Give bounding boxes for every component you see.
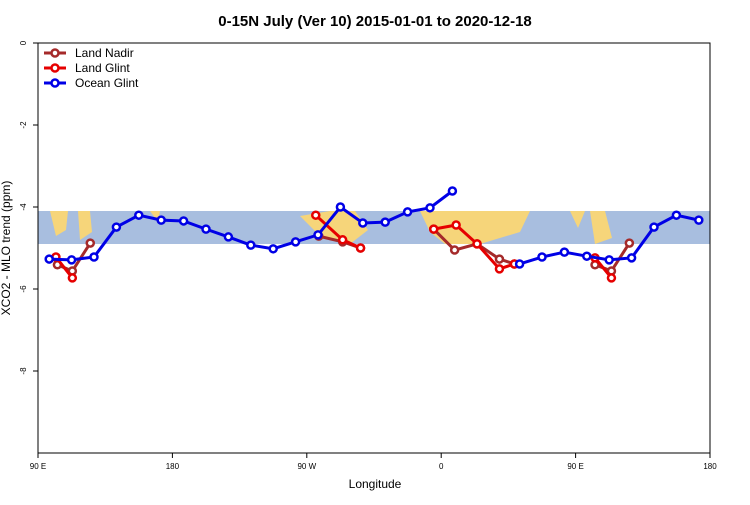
data-point <box>178 216 189 226</box>
data-point <box>355 243 366 253</box>
x-tick-label: 180 <box>703 462 717 471</box>
data-point <box>494 254 505 264</box>
y-axis-label: XCO2 - MLO trend (ppm) <box>0 181 13 316</box>
data-point <box>514 259 525 269</box>
data-point <box>89 252 99 262</box>
data-point <box>201 224 211 234</box>
data-point <box>694 215 704 225</box>
x-axis-label: Longitude <box>349 477 402 491</box>
data-point <box>451 220 461 230</box>
data-point <box>111 222 122 232</box>
chart-title: 0-15N July (Ver 10) 2015-01-01 to 2020-1… <box>218 13 532 30</box>
data-point <box>449 245 460 255</box>
data-point <box>402 207 413 217</box>
data-point <box>246 240 256 250</box>
data-point <box>67 273 78 283</box>
y-tick-label: -4 <box>19 203 28 211</box>
data-point <box>313 230 323 240</box>
data-point <box>380 217 390 227</box>
data-point <box>604 255 614 265</box>
data-point <box>649 222 659 232</box>
data-point <box>494 264 505 274</box>
data-point <box>582 251 592 261</box>
data-point <box>624 238 635 248</box>
legend-marker <box>50 48 60 58</box>
x-tick-label: 180 <box>166 462 180 471</box>
data-point <box>85 238 96 248</box>
y-tick-label: 0 <box>19 40 28 45</box>
legend-label: Ocean Glint <box>75 76 139 90</box>
legend-label: Land Nadir <box>75 46 134 60</box>
data-point <box>447 186 458 196</box>
x-tick-label: 0 <box>439 462 444 471</box>
x-tick-label: 90 E <box>30 462 46 471</box>
data-point <box>134 210 144 220</box>
data-point <box>335 202 346 212</box>
x-tick-label: 90 W <box>297 462 316 471</box>
legend-marker <box>50 63 60 73</box>
legend-label: Land Glint <box>75 61 130 75</box>
data-point <box>44 254 54 264</box>
data-point <box>472 239 482 249</box>
data-point <box>606 273 617 283</box>
y-tick-label: -2 <box>19 121 28 129</box>
data-point <box>66 255 77 265</box>
data-point <box>537 252 547 262</box>
data-point <box>358 218 368 228</box>
plot-frame <box>37 42 711 454</box>
data-point <box>268 244 278 254</box>
data-point <box>559 247 570 257</box>
data-point <box>428 224 439 234</box>
data-point <box>290 237 301 247</box>
data-point <box>425 203 435 213</box>
y-tick-label: -8 <box>19 367 28 375</box>
data-point <box>626 253 637 263</box>
y-tick-label: -6 <box>19 285 28 293</box>
data-point <box>156 215 166 225</box>
data-point <box>311 210 321 220</box>
legend-marker <box>50 78 60 88</box>
data-point <box>671 210 682 220</box>
data-point <box>337 235 348 245</box>
x-tick-label: 90 E <box>567 462 583 471</box>
data-point <box>223 232 234 242</box>
